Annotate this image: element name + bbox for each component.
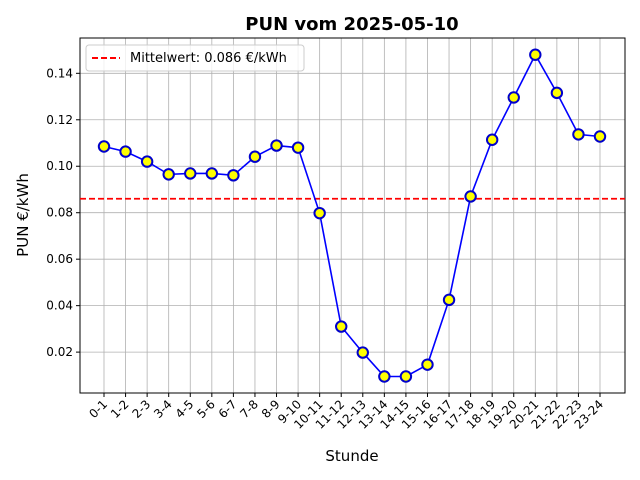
- data-point: [205, 167, 219, 180]
- data-point: [572, 128, 585, 141]
- y-tick-label: 0.10: [46, 159, 73, 173]
- x-tick-label: 3-4: [151, 397, 175, 421]
- y-tick-label: 0.06: [46, 252, 73, 266]
- data-point: [227, 169, 240, 182]
- legend-label: Mittelwert: 0.086 €/kWh: [130, 51, 287, 66]
- y-tick-label: 0.12: [46, 113, 73, 127]
- data-point: [507, 91, 520, 104]
- data-point: [140, 155, 154, 168]
- data-point: [248, 150, 262, 163]
- y-axis-label: PUN €/kWh: [14, 173, 32, 257]
- x-axis-label: Stunde: [325, 447, 378, 465]
- x-tick-label: 5-6: [194, 397, 218, 421]
- series-group: [97, 48, 607, 383]
- y-tick-label: 0.04: [46, 299, 73, 313]
- y-tick-label: 0.02: [46, 345, 73, 359]
- x-tick-label: 2-3: [129, 397, 153, 421]
- data-point: [184, 167, 197, 180]
- y-tick-label: 0.08: [46, 206, 73, 220]
- plot-area-frame: [79, 37, 626, 394]
- data-point: [270, 139, 283, 152]
- y-axis-ticks: 0.02 0.04 0.06 0.08 0.10 0.12 0.14: [46, 66, 80, 359]
- x-tick-label: 6-7: [216, 397, 240, 421]
- data-point: [442, 293, 456, 307]
- data-point: [291, 141, 305, 154]
- data-point: [313, 206, 326, 220]
- x-axis-ticks: 0-11-22-33-44-55-66-77-88-99-1010-1111-1…: [86, 393, 606, 432]
- x-tick-label: 4-5: [173, 397, 197, 421]
- x-tick-label: 7-8: [237, 397, 261, 421]
- data-point: [97, 140, 111, 153]
- data-point: [335, 320, 348, 333]
- data-point: [593, 130, 607, 143]
- data-point: [421, 358, 434, 371]
- y-tick-label: 0.14: [46, 66, 73, 80]
- x-tick-label: 1-2: [108, 397, 132, 421]
- grid-lines: [80, 38, 625, 393]
- data-point: [119, 145, 132, 158]
- data-point: [356, 346, 369, 359]
- x-tick-label: 0-1: [86, 397, 110, 421]
- data-point: [485, 133, 499, 146]
- data-point: [529, 48, 542, 61]
- data-point: [550, 86, 564, 100]
- legend: Mittelwert: 0.086 €/kWh: [85, 44, 305, 72]
- data-point: [464, 190, 477, 203]
- data-point: [378, 370, 391, 383]
- series-line: [103, 53, 601, 378]
- chart-title: PUN vom 2025-05-10: [245, 14, 458, 35]
- data-point: [162, 168, 175, 181]
- legend-box: [85, 44, 305, 72]
- data-point: [399, 370, 413, 383]
